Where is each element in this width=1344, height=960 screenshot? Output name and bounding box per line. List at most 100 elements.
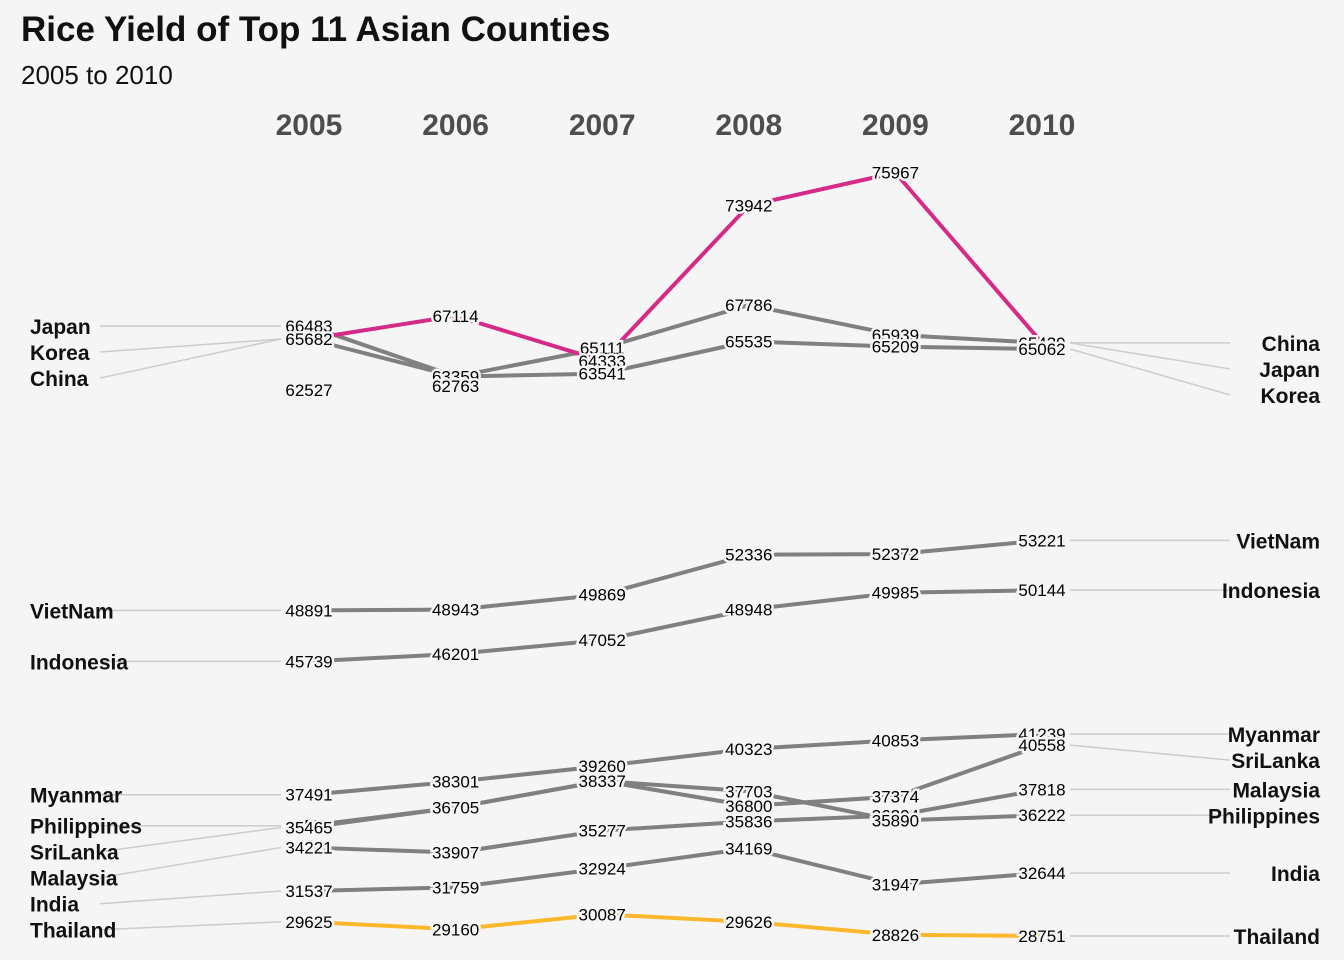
value-label-2009-10: 28826 <box>872 926 919 945</box>
year-label-2008: 2008 <box>715 109 782 142</box>
series-segment-philippines-2009-2010 <box>895 813 1043 823</box>
value-label-2009-7: 36204 <box>872 807 919 826</box>
value-label-2009-2: 65209 <box>872 338 919 357</box>
value-label-2009-5: 40853 <box>872 731 919 750</box>
chart-title: Rice Yield of Top 11 Asian Counties <box>21 10 611 49</box>
series-segment-thailand-2005-2006 <box>308 919 456 932</box>
country-label-right-japan: Japan <box>1259 359 1320 382</box>
value-label-2007-6: 38337 <box>579 772 626 791</box>
series-segment-philippines-2008-2009 <box>748 789 896 823</box>
country-label-right-china: China <box>1262 333 1321 356</box>
country-label-right-korea: Korea <box>1260 385 1320 408</box>
country-label-right-vietnam: VietNam <box>1236 530 1320 553</box>
country-label-left-indonesia: Indonesia <box>30 651 128 674</box>
series-segment-korea-2007-2008 <box>601 339 750 376</box>
series-segment-malaysia-2006-2007 <box>455 828 603 855</box>
connector-left-srilanka <box>99 826 282 853</box>
value-label-2007-4: 47052 <box>579 631 626 650</box>
value-label-2006-7: 33907 <box>432 844 479 863</box>
year-label-2006: 2006 <box>422 109 489 142</box>
series-segment-myanmar-2005-2006 <box>308 779 456 797</box>
year-axis: 2005 2006 2007 2008 2009 2010 <box>276 109 1076 142</box>
connector-left-korea <box>99 338 282 353</box>
value-label-2005-0: 66483 <box>285 317 332 336</box>
series-segment-korea-2008-2009 <box>748 339 896 349</box>
value-label-2008-5: 40323 <box>725 740 772 759</box>
country-label-right-thailand: Thailand <box>1234 926 1320 949</box>
country-label-right-srilanka: SriLanka <box>1231 750 1320 773</box>
value-label-2007-5: 39260 <box>579 757 626 776</box>
value-label-2008-6: 37703 <box>725 782 772 801</box>
series-segment-vietnam-2005-2006 <box>308 607 456 613</box>
series-segment-india-2005-2006 <box>308 885 456 893</box>
value-label-2008-10: 29626 <box>725 913 772 932</box>
series-segment-indonesia-2008-2009 <box>748 590 896 612</box>
series-lines <box>308 170 1044 938</box>
value-label-2010-0: 65439 <box>1018 334 1065 353</box>
value-label-2009-9: 31947 <box>872 875 919 894</box>
country-label-left-malaysia: Malaysia <box>30 868 118 891</box>
series-segment-india-2006-2007 <box>455 866 603 890</box>
country-label-left-myanmar: Myanmar <box>30 785 122 808</box>
value-label-2005-10: 29625 <box>285 913 332 932</box>
value-label-2007-2: 63541 <box>579 365 626 384</box>
value-label-2009-3: 52372 <box>872 545 919 564</box>
value-label-2006-0: 67114 <box>433 307 479 326</box>
value-label-2008-2: 65535 <box>725 332 772 351</box>
value-label-2006-3: 48943 <box>432 601 479 620</box>
connector-lines <box>99 325 1231 937</box>
value-label-2008-7: 36800 <box>725 797 772 816</box>
series-segment-myanmar-2009-2010 <box>895 732 1043 743</box>
value-label-2007-7: 38337 <box>579 772 626 791</box>
value-label-2010-6: 37818 <box>1018 780 1065 799</box>
value-label-2005-9: 31537 <box>285 882 332 901</box>
series-segment-china-2007-2008 <box>600 204 751 363</box>
value-label-2010-7: 36222 <box>1018 806 1065 825</box>
series-segment-china-2009-2010 <box>893 171 1044 345</box>
value-label-2007-8: 35277 <box>579 821 626 840</box>
value-label-2008-3: 52336 <box>725 546 772 565</box>
series-segment-japan-2008-2009 <box>748 303 896 337</box>
country-label-right-indonesia: Indonesia <box>1222 580 1320 603</box>
country-label-left-china: China <box>30 368 89 391</box>
country-label-right-malaysia: Malaysia <box>1232 779 1320 802</box>
value-label-2007-3: 49869 <box>579 586 626 605</box>
series-segment-thailand-2006-2007 <box>455 912 603 932</box>
series-segment-vietnam-2009-2010 <box>895 538 1043 557</box>
value-label-2005-1: 65682 <box>285 330 332 349</box>
connector-left-malaysia <box>99 846 282 879</box>
value-label-2010-1: 65062 <box>1018 340 1065 359</box>
country-label-left-srilanka: SriLanka <box>30 842 119 865</box>
country-label-right-india: India <box>1271 863 1320 886</box>
value-label-2006-1: 63359 <box>432 368 479 387</box>
value-label-2010-9: 28751 <box>1018 927 1065 946</box>
connector-right-srilanka <box>1069 744 1231 761</box>
value-label-2009-8: 35890 <box>872 812 919 831</box>
value-label-2007-1: 64333 <box>579 352 626 371</box>
series-segment-thailand-2008-2009 <box>748 919 896 937</box>
series-segment-vietnam-2008-2009 <box>748 552 896 557</box>
value-label-2010-4: 41239 <box>1018 725 1065 744</box>
series-segment-india-2009-2010 <box>895 871 1043 887</box>
series-segment-vietnam-2006-2007 <box>455 592 603 612</box>
series-segment-malaysia-2005-2006 <box>308 845 456 855</box>
series-segment-indonesia-2006-2007 <box>455 638 603 656</box>
series-segment-korea-2006-2007 <box>455 371 603 379</box>
value-label-2009-0: 75967 <box>872 164 919 183</box>
series-segment-india-2008-2009 <box>748 846 896 887</box>
series-segment-thailand-2009-2010 <box>895 932 1043 938</box>
value-label-2010-2: 53221 <box>1018 531 1065 550</box>
value-label-2005-7: 35465 <box>285 818 332 837</box>
country-label-left-thailand: Thailand <box>30 920 116 943</box>
series-segment-philippines-2007-2008 <box>602 779 749 794</box>
value-label-2005-6: 35573 <box>285 817 332 836</box>
value-label-2005-8: 34221 <box>285 839 332 858</box>
series-segment-philippines-2005-2006 <box>308 805 456 828</box>
series-segment-malaysia-2009-2010 <box>895 787 1043 818</box>
chart-subtitle: 2005 to 2010 <box>21 60 173 90</box>
value-label-2006-8: 31759 <box>432 878 479 897</box>
connector-right-japan <box>1069 342 1231 370</box>
series-segment-srilanka-2007-2008 <box>601 779 750 808</box>
country-label-left-vietnam: VietNam <box>30 600 114 623</box>
